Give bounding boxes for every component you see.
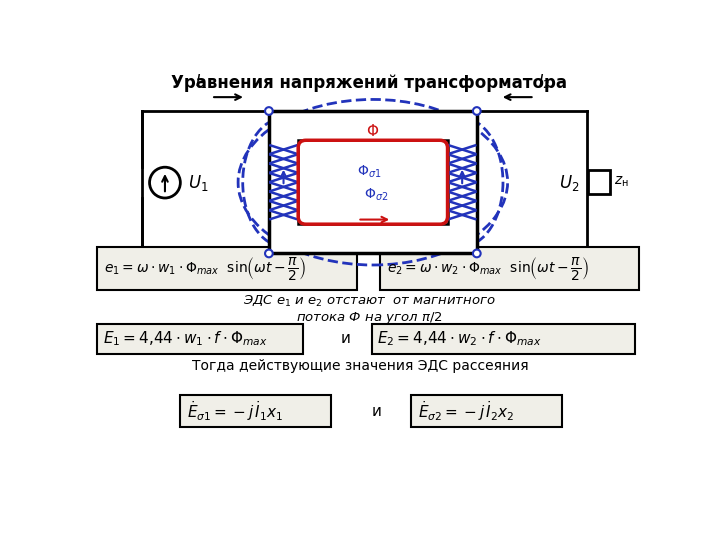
Bar [588, 170, 610, 194]
Text: $e_2 = \omega \cdot w_2 \cdot \Phi_{max}\ \ \sin\!\left(\omega t - \dfrac{\pi}{2: $e_2 = \omega \cdot w_2 \cdot \Phi_{max}… [387, 255, 589, 282]
Bar [298, 140, 448, 224]
Circle shape [265, 107, 273, 115]
FancyBboxPatch shape [179, 395, 331, 428]
FancyBboxPatch shape [372, 323, 636, 354]
FancyBboxPatch shape [379, 247, 639, 291]
Text: ЭДС $e_1$ и $e_2$ отстают  от магнитного
потока Ф на угол $\pi/2$: ЭДС $e_1$ и $e_2$ отстают от магнитного … [243, 294, 495, 326]
Text: $U_1$: $U_1$ [188, 173, 209, 193]
Circle shape [473, 107, 481, 115]
Text: $\Phi_{\sigma 2}$: $\Phi_{\sigma 2}$ [364, 186, 389, 202]
Text: $E_1 = 4{,}44 \cdot w_1 \cdot f \cdot \Phi_{max}$: $E_1 = 4{,}44 \cdot w_1 \cdot f \cdot \P… [102, 329, 267, 348]
Text: $\dot{E}_{\sigma 1} = -j\,\dot{I}_1 x_1$: $\dot{E}_{\sigma 1} = -j\,\dot{I}_1 x_1$ [186, 400, 283, 423]
Bar [269, 111, 477, 253]
Text: $I_2$: $I_2$ [539, 72, 551, 91]
Text: и: и [372, 404, 382, 419]
Text: $z_{\rm н}$: $z_{\rm н}$ [614, 174, 629, 189]
Text: $\Phi_{\sigma 1}$: $\Phi_{\sigma 1}$ [357, 163, 381, 180]
Text: Тогда действующие значения ЭДС рассеяния: Тогда действующие значения ЭДС рассеяния [192, 359, 528, 373]
Text: Уравнения напряжений трансформатора: Уравнения напряжений трансформатора [171, 74, 567, 92]
Circle shape [473, 249, 481, 257]
Text: $I_1$: $I_1$ [195, 72, 207, 91]
Text: $U_2$: $U_2$ [559, 173, 579, 193]
Text: и: и [341, 332, 351, 347]
FancyBboxPatch shape [97, 247, 356, 291]
Text: $\Phi$: $\Phi$ [366, 123, 379, 139]
Text: $\dot{E}_{\sigma 2} = -j\,\dot{I}_2 x_2$: $\dot{E}_{\sigma 2} = -j\,\dot{I}_2 x_2$ [418, 400, 514, 423]
Circle shape [265, 249, 273, 257]
Circle shape [150, 167, 180, 198]
FancyBboxPatch shape [410, 395, 562, 428]
FancyBboxPatch shape [97, 323, 303, 354]
Text: $e_1 = \omega \cdot w_1 \cdot \Phi_{max}\ \ \sin\!\left(\omega t - \dfrac{\pi}{2: $e_1 = \omega \cdot w_1 \cdot \Phi_{max}… [104, 255, 306, 282]
Text: $E_2 = 4{,}44 \cdot w_2 \cdot f \cdot \Phi_{max}$: $E_2 = 4{,}44 \cdot w_2 \cdot f \cdot \P… [377, 329, 542, 348]
